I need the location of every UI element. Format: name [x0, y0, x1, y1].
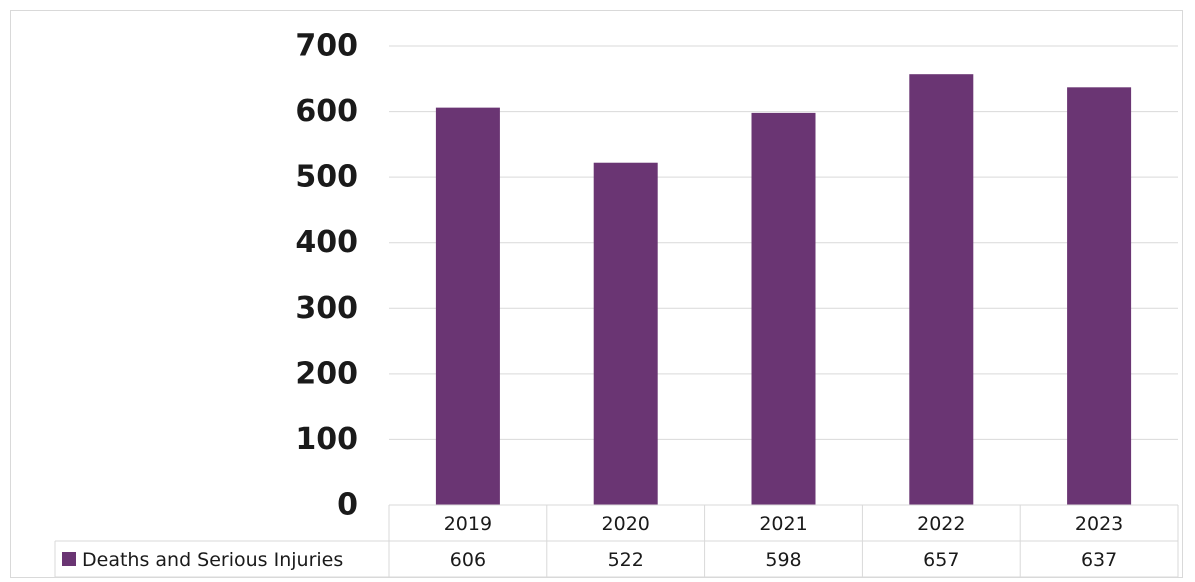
y-tick-label: 0: [337, 488, 358, 523]
data-table: 2019 606 2020 522 2021 598 2022 657 2023 637: [54, 504, 1179, 578]
legend-label: Deaths and Serious Injuries: [82, 549, 343, 571]
bar-2023: [1067, 87, 1132, 505]
x-tick-label: 2021: [759, 513, 807, 535]
y-tick-label: 700: [295, 29, 358, 64]
x-tick-label: 2023: [1075, 513, 1123, 535]
data-label: 606: [450, 549, 486, 571]
legend: Deaths and Serious Injuries: [62, 549, 343, 571]
y-tick-label: 100: [295, 422, 358, 457]
y-tick-label: 500: [295, 160, 358, 195]
bar-2020: [593, 162, 658, 505]
data-label: 657: [923, 549, 959, 571]
bar-2019: [435, 107, 500, 505]
data-label: 598: [765, 549, 801, 571]
y-tick-label: 300: [295, 291, 358, 326]
y-tick-label: 200: [295, 356, 358, 391]
bar-2022: [909, 74, 974, 506]
y-tick-label: 400: [295, 225, 358, 260]
bar-2021: [751, 112, 816, 505]
x-tick-label: 2019: [444, 513, 492, 535]
x-tick-label: 2022: [917, 513, 965, 535]
data-label: 637: [1081, 549, 1117, 571]
data-label: 522: [608, 549, 644, 571]
y-axis-ticks: 0 100 200 300 400 500 600 700: [295, 29, 358, 523]
y-tick-label: 600: [295, 94, 358, 129]
x-tick-label: 2020: [602, 513, 650, 535]
legend-swatch: [62, 552, 76, 566]
bars: [435, 74, 1132, 506]
